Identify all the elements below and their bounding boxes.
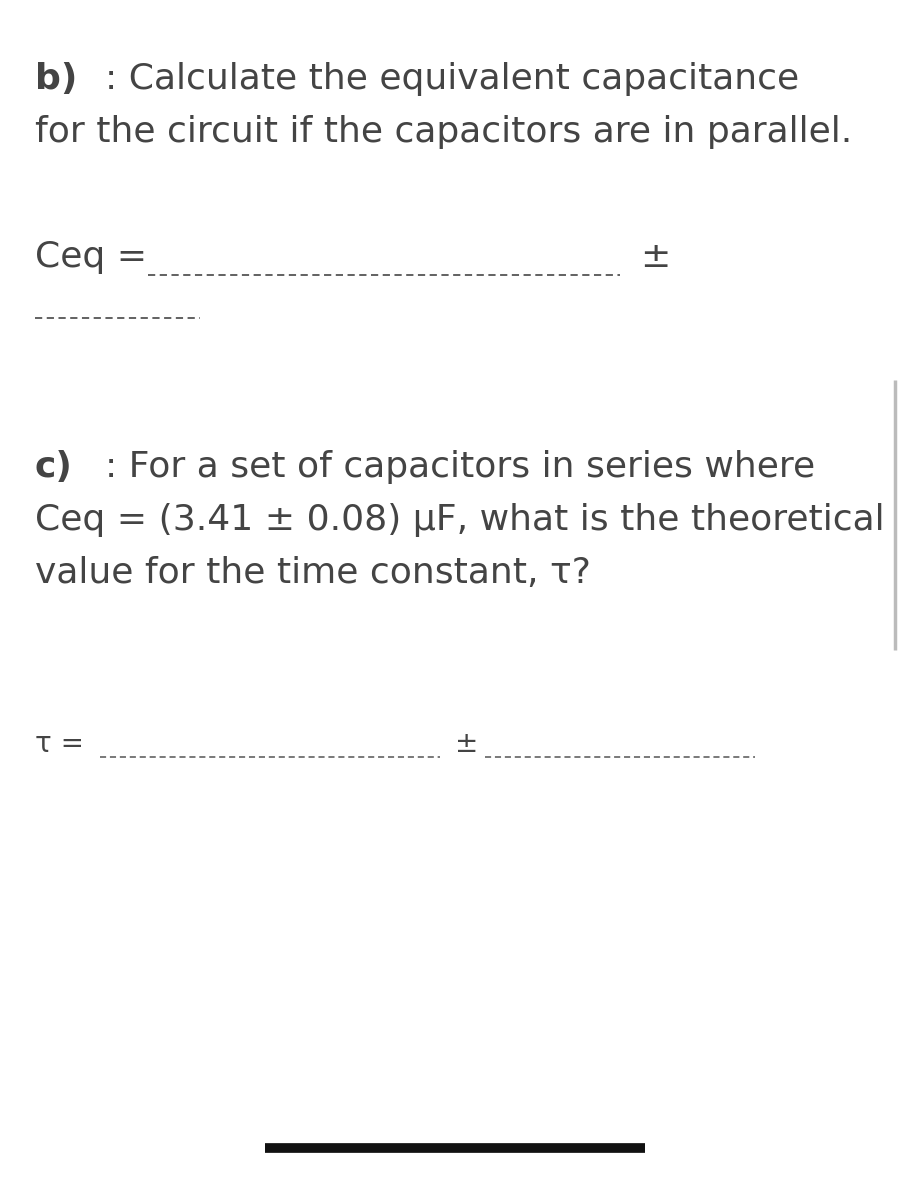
Text: ±: ± [640,240,671,274]
Text: c): c) [35,450,73,484]
Text: Ceq = (3.41 ± 0.08) µF, what is the theoretical: Ceq = (3.41 ± 0.08) µF, what is the theo… [35,503,885,538]
Text: : Calculate the equivalent capacitance: : Calculate the equivalent capacitance [105,62,799,96]
Text: b): b) [35,62,77,96]
Text: value for the time constant, τ?: value for the time constant, τ? [35,556,591,590]
Text: Ceq =: Ceq = [35,240,147,274]
Text: : For a set of capacitors in series where: : For a set of capacitors in series wher… [105,450,815,484]
Text: ±: ± [455,730,479,758]
Text: τ =: τ = [35,730,84,758]
Text: for the circuit if the capacitors are in parallel.: for the circuit if the capacitors are in… [35,115,853,149]
